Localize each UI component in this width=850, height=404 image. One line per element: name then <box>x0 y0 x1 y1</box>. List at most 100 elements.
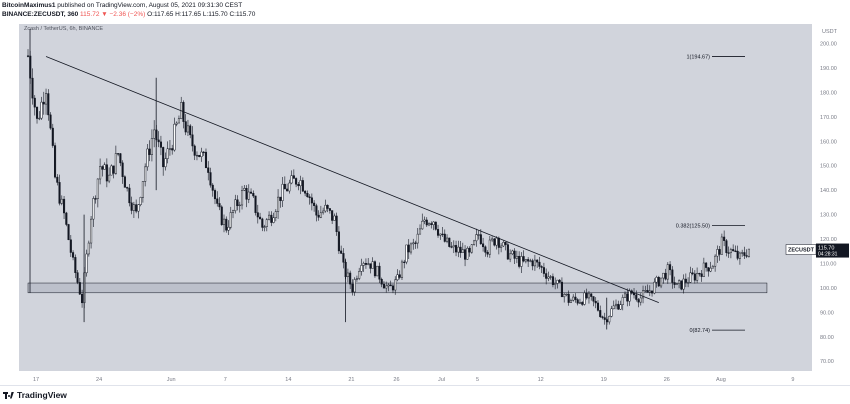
candle-body <box>200 151 203 157</box>
candle-body <box>252 193 255 197</box>
candle-body <box>326 204 329 209</box>
candle-body <box>371 261 374 269</box>
candle-body <box>540 266 543 268</box>
candle-body <box>319 212 322 218</box>
candle-body <box>126 187 129 189</box>
candle-body <box>94 198 97 200</box>
price-axis[interactable] <box>812 24 850 371</box>
candle-body <box>655 277 658 283</box>
price-tick-label: 80.00 <box>820 335 834 341</box>
candle-body <box>736 250 739 259</box>
candle-body <box>427 223 431 226</box>
candle-body <box>259 216 262 220</box>
candle-body <box>675 283 678 285</box>
plot-area[interactable] <box>19 24 812 371</box>
candle-body <box>247 191 250 200</box>
candle-body <box>470 244 473 253</box>
candle-body <box>240 190 244 206</box>
candle-body <box>464 249 467 260</box>
candle-body <box>128 187 131 204</box>
price-tick-label: 140.00 <box>820 188 837 194</box>
candle-body <box>288 182 291 192</box>
time-axis[interactable] <box>0 371 812 385</box>
candle-body <box>522 256 525 262</box>
candle-body <box>520 256 523 267</box>
candle-body <box>660 277 663 287</box>
candle-body <box>743 252 746 256</box>
candle-body <box>87 242 90 255</box>
candle-body <box>322 210 325 214</box>
candle-body <box>479 234 482 245</box>
candle-body <box>139 197 142 205</box>
candle-body <box>198 154 201 157</box>
candle-body <box>418 228 422 235</box>
candle-body <box>430 223 433 225</box>
candle-body <box>222 218 226 226</box>
candle-body <box>628 290 631 302</box>
candle-body <box>146 148 149 168</box>
candle-body <box>112 165 115 174</box>
candle-body <box>99 166 102 180</box>
candle-body <box>279 196 282 201</box>
time-tick-label: 19 <box>601 377 607 383</box>
candle-body <box>364 262 367 265</box>
candle-body <box>696 272 699 281</box>
author-name[interactable]: BitcoinMaximus1 <box>2 2 56 9</box>
candle-body <box>511 250 514 255</box>
candle-body <box>678 280 681 284</box>
candle-body <box>355 278 358 280</box>
candle-body <box>554 283 557 285</box>
candle-body <box>617 303 620 310</box>
candle-body <box>286 188 289 192</box>
candle-body <box>69 239 72 253</box>
candle-body <box>504 242 507 245</box>
candle-body <box>274 211 277 218</box>
candle-body <box>563 294 566 298</box>
candle-body <box>684 278 687 283</box>
candle-body <box>49 114 52 129</box>
candle-body <box>484 246 487 253</box>
candle-body <box>218 203 221 208</box>
candle-body <box>313 202 316 206</box>
fib-level-label: 0(82.74) <box>690 328 711 334</box>
candle-body <box>58 182 61 204</box>
tradingview-logo[interactable]: TradingView <box>3 390 67 400</box>
candle-body <box>358 271 361 279</box>
candle-body <box>168 148 171 150</box>
candle-body <box>351 283 354 293</box>
candle-body <box>186 125 190 133</box>
candle-body <box>387 284 390 287</box>
candle-body <box>162 147 165 168</box>
candle-body <box>680 280 683 290</box>
candle-body <box>576 299 579 304</box>
candle-body <box>44 93 48 105</box>
candle-body <box>513 250 516 259</box>
candle-body <box>317 214 320 218</box>
time-tick-label: 12 <box>538 377 544 383</box>
candle-body <box>263 226 266 228</box>
tradingview-logo-icon <box>3 391 14 399</box>
candle-body <box>382 283 385 289</box>
price-tick-label: 200.00 <box>820 42 837 48</box>
candle-body <box>423 219 426 222</box>
candle-body <box>531 260 534 267</box>
candle-body <box>33 97 36 108</box>
candle-body <box>81 293 84 304</box>
candle-body <box>114 153 117 174</box>
candle-body <box>261 218 264 228</box>
candle-body <box>711 265 714 269</box>
candle-body <box>324 204 327 212</box>
candle-body <box>407 244 410 253</box>
candle-body <box>527 259 530 262</box>
candle-body <box>734 250 737 252</box>
price-tick-label: 110.00 <box>820 261 836 267</box>
candle-body <box>707 267 710 272</box>
candle-body <box>150 138 153 155</box>
candle-body <box>524 259 527 262</box>
time-tick-label: 9 <box>791 377 794 383</box>
candle-body <box>398 274 401 278</box>
candlestick-chart[interactable]: 1(194.67) 0.382(125.50) 0(82.74) 70.00 80.00… <box>0 0 850 385</box>
price-tick-label: 70.00 <box>820 359 834 365</box>
candle-body <box>265 219 268 227</box>
candle-body <box>60 198 63 204</box>
